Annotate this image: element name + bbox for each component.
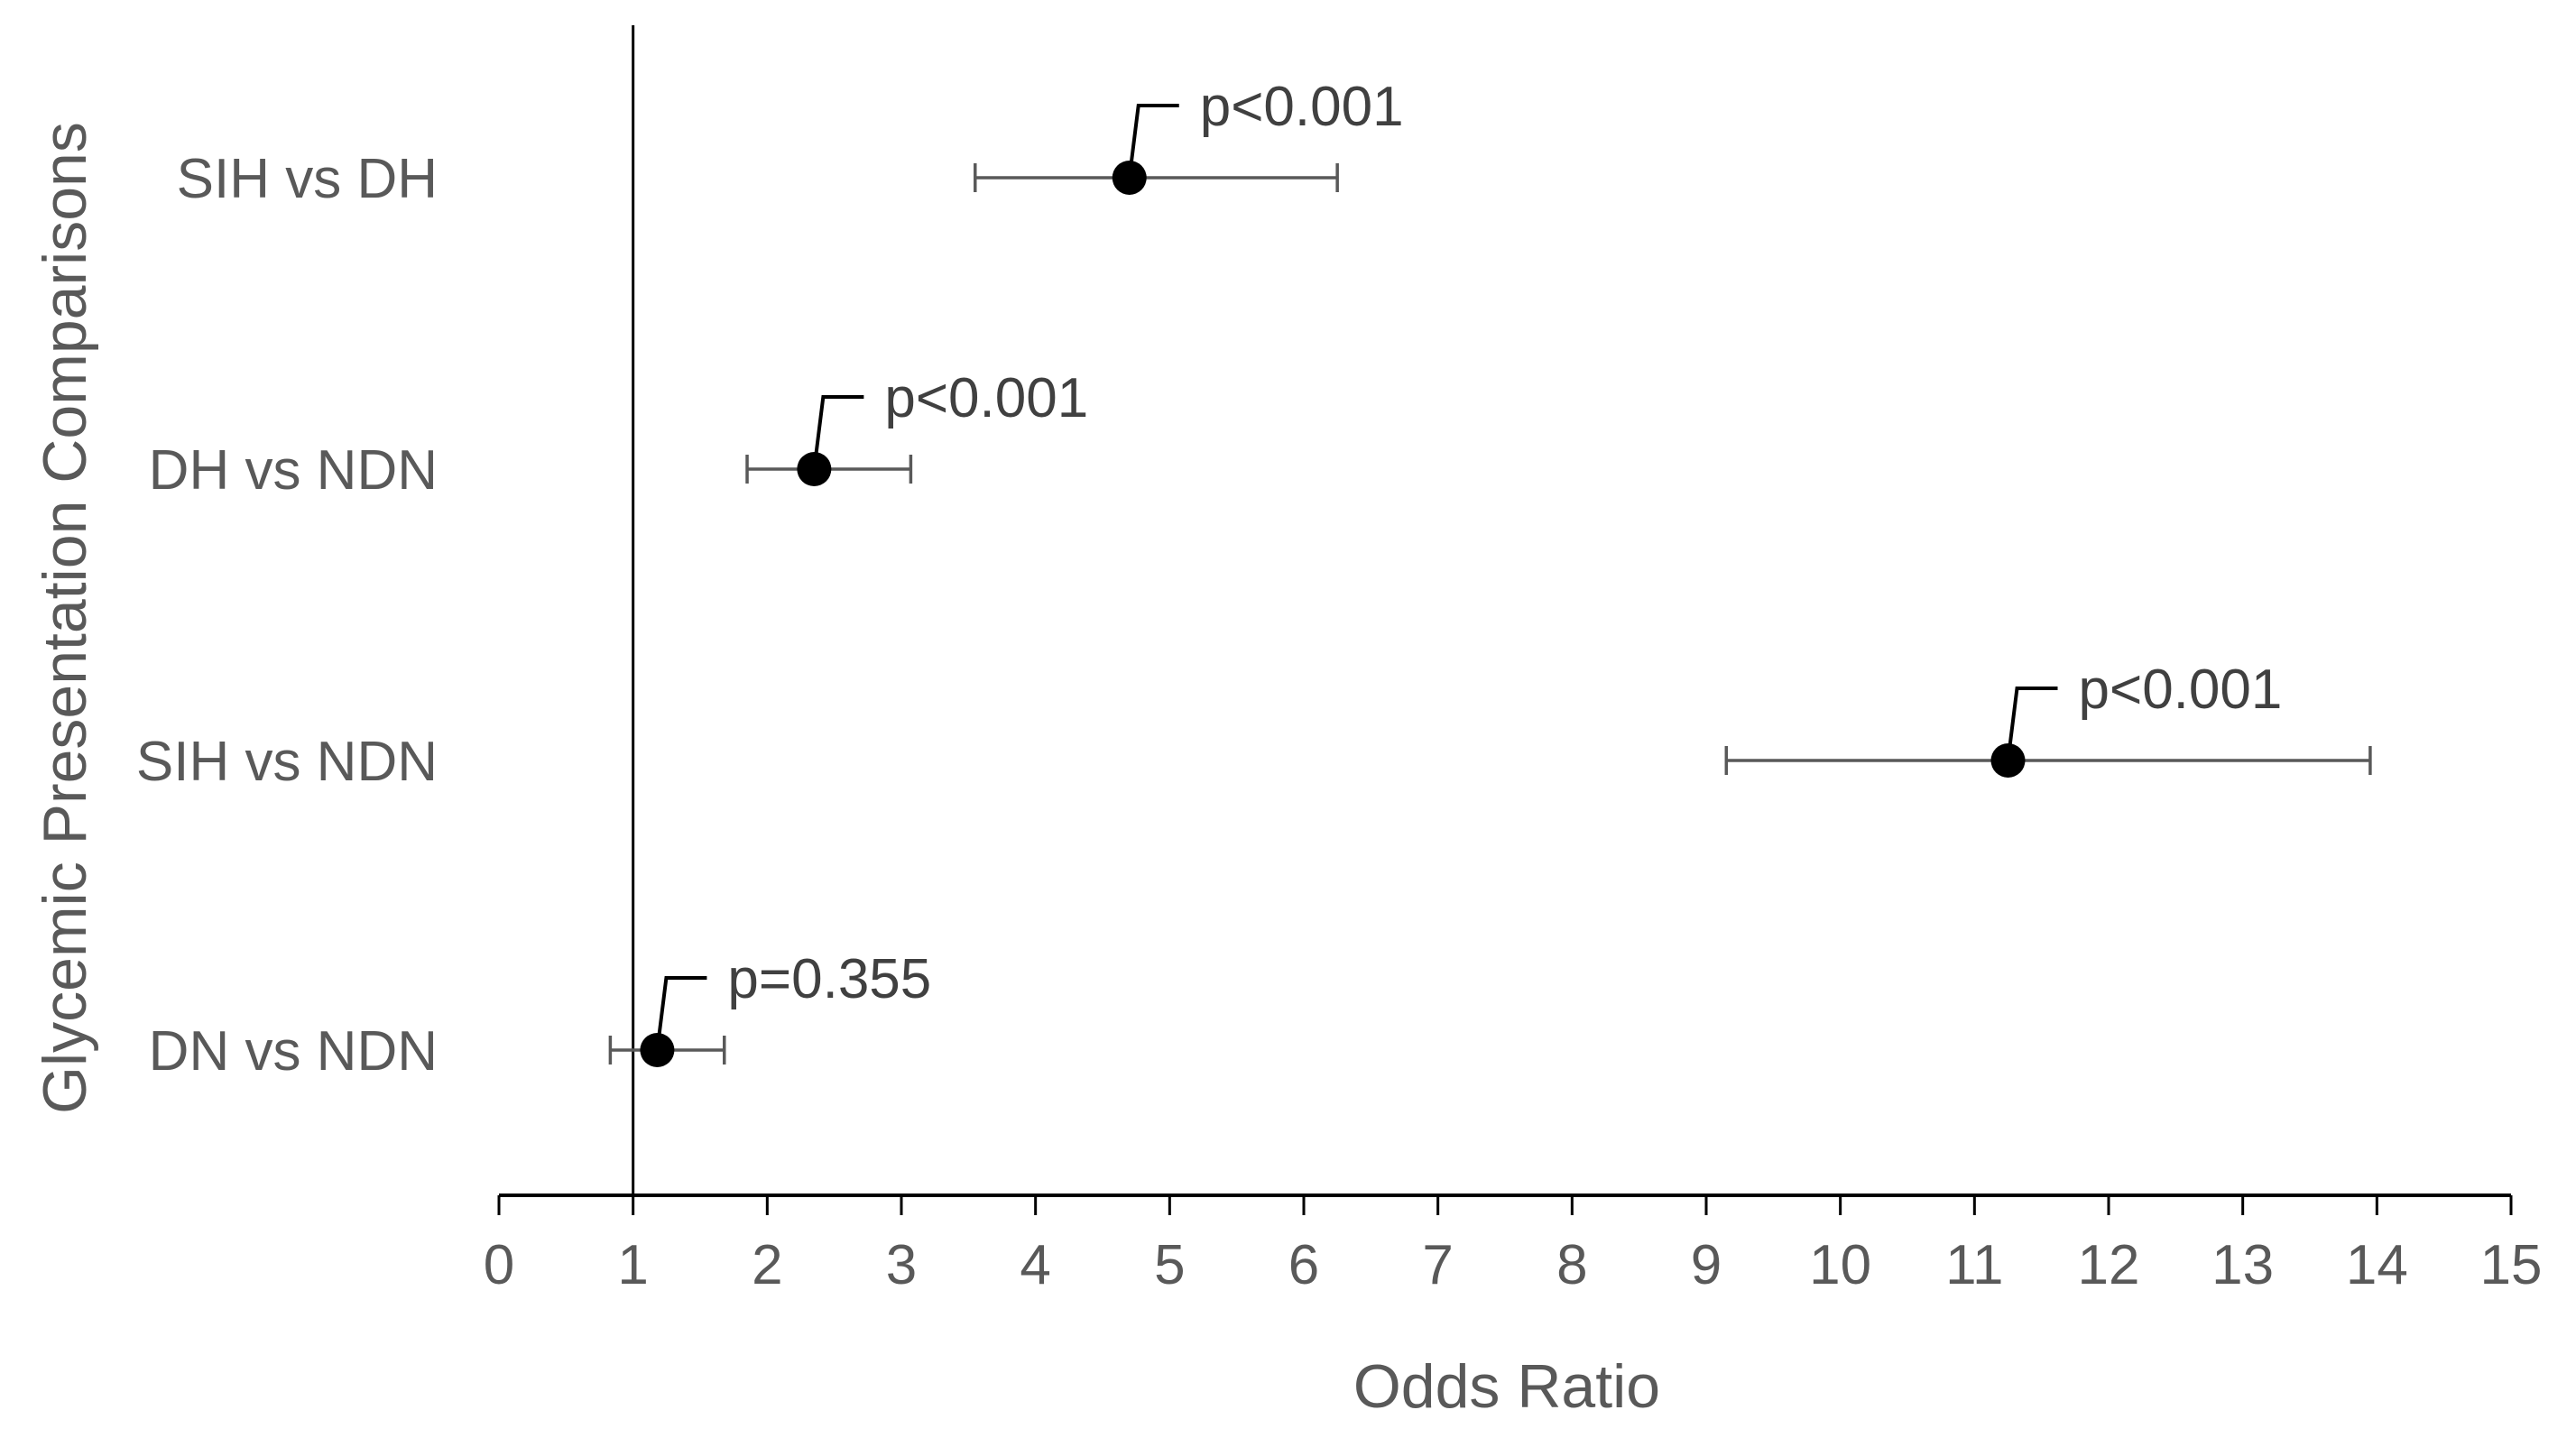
x-tick-label: 11: [1945, 1234, 2003, 1296]
x-tick-label: 3: [886, 1234, 917, 1296]
category-label: DN vs NDN: [149, 1020, 438, 1083]
p-value-label: p<0.001: [884, 367, 1088, 429]
p-value-leader: [812, 395, 864, 470]
odds-ratio-point: [797, 452, 832, 486]
x-axis-title: Odds Ratio: [1353, 1352, 1660, 1421]
odds-ratio-point: [640, 1033, 675, 1067]
odds-ratio-point: [1112, 161, 1147, 195]
p-value-label: p=0.355: [727, 948, 931, 1010]
forest-row: DN vs NDN p=0.355: [149, 948, 932, 1083]
x-tick-label: 9: [1691, 1234, 1722, 1296]
category-label: SIH vs DH: [177, 148, 438, 210]
x-tick-label: 7: [1422, 1234, 1453, 1296]
forest-row: DH vs NDN p<0.001: [149, 367, 1089, 502]
x-tick-label: 4: [1020, 1234, 1050, 1296]
x-tick-label: 6: [1288, 1234, 1319, 1296]
p-value-leader: [655, 976, 707, 1051]
p-value-leader: [2006, 687, 2058, 761]
x-tick-label: 5: [1154, 1234, 1185, 1296]
odds-ratio-point: [1990, 743, 2026, 778]
x-tick-label: 13: [2211, 1234, 2274, 1296]
p-value-leader: [1127, 104, 1179, 179]
forest-row: SIH vs NDN p<0.001: [136, 659, 2372, 793]
p-value-label: p<0.001: [2079, 659, 2283, 721]
x-tick-label: 10: [1809, 1234, 1871, 1296]
y-axis-title: Glycemic Presentation Comparisons: [31, 122, 99, 1114]
x-tick-label: 12: [2078, 1234, 2140, 1296]
category-label: DH vs NDN: [149, 439, 438, 502]
x-tick-label: 0: [484, 1234, 514, 1296]
x-tick-label: 14: [2346, 1234, 2408, 1296]
x-tick-label: 2: [752, 1234, 782, 1296]
x-tick-label: 8: [1556, 1234, 1587, 1296]
p-value-label: p<0.001: [1200, 76, 1404, 138]
category-label: SIH vs NDN: [136, 731, 438, 793]
forest-row: SIH vs DH p<0.001: [177, 76, 1404, 210]
x-tick-label: 1: [617, 1234, 648, 1296]
x-tick-label: 15: [2480, 1234, 2543, 1296]
